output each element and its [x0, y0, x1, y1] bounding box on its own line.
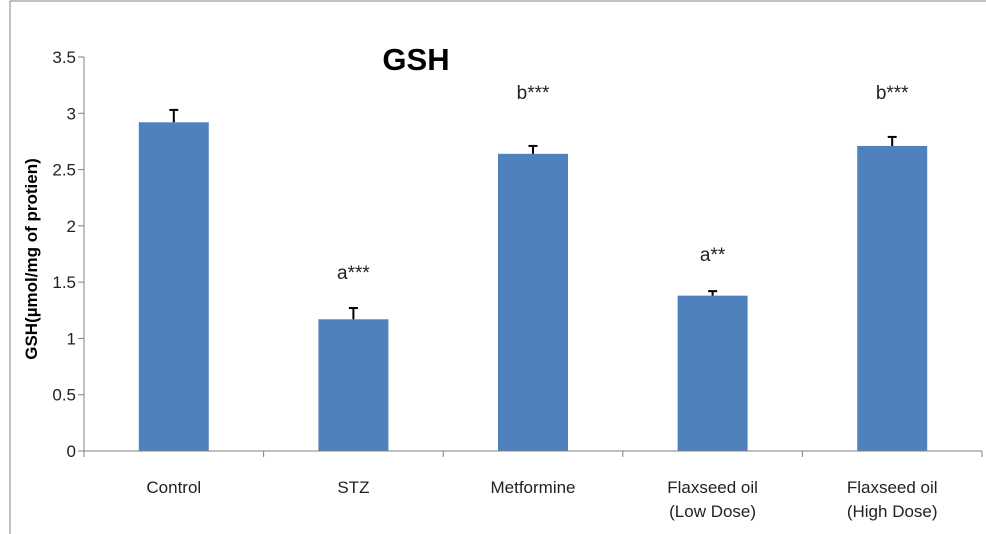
x-tick-label: (High Dose) [847, 502, 938, 521]
x-tick-label: Flaxseed oil [667, 478, 758, 497]
y-tick-label: 3.5 [52, 48, 76, 67]
significance-label: a*** [337, 263, 370, 284]
x-tick-label: STZ [337, 478, 369, 497]
bar [498, 153, 568, 451]
y-tick-label: 3 [67, 104, 76, 123]
y-axis-title: GSH(µmol/mg of protien) [22, 158, 41, 360]
bar [677, 295, 748, 451]
y-tick-label: 1.5 [52, 273, 76, 292]
y-tick-label: 2.5 [52, 161, 76, 180]
bar [857, 145, 928, 451]
x-tick-label: (Low Dose) [669, 502, 756, 521]
annotations: a*** b*** a** b*** [337, 83, 909, 284]
chart-title: GSH [382, 42, 449, 77]
bar [138, 122, 209, 451]
x-tick-label: Control [146, 478, 201, 497]
bar [318, 319, 389, 451]
significance-label: a** [700, 245, 726, 266]
x-axis: Control STZ Metformine Flaxseed oil (Low Dos… [83, 450, 983, 521]
y-tick-label: 0.5 [52, 386, 76, 405]
y-axis: 0 0.5 1 1.5 2 2.5 3 3.5 [52, 48, 85, 461]
significance-label: b*** [876, 83, 909, 104]
x-tick-label: Flaxseed oil [847, 478, 938, 497]
bars [138, 122, 928, 451]
y-tick-label: 0 [67, 442, 76, 461]
x-tick-label: Metformine [490, 478, 575, 497]
y-tick-label: 2 [67, 217, 76, 236]
error-bars [169, 108, 897, 320]
y-tick-label: 1 [67, 329, 76, 348]
significance-label: b*** [517, 83, 550, 104]
